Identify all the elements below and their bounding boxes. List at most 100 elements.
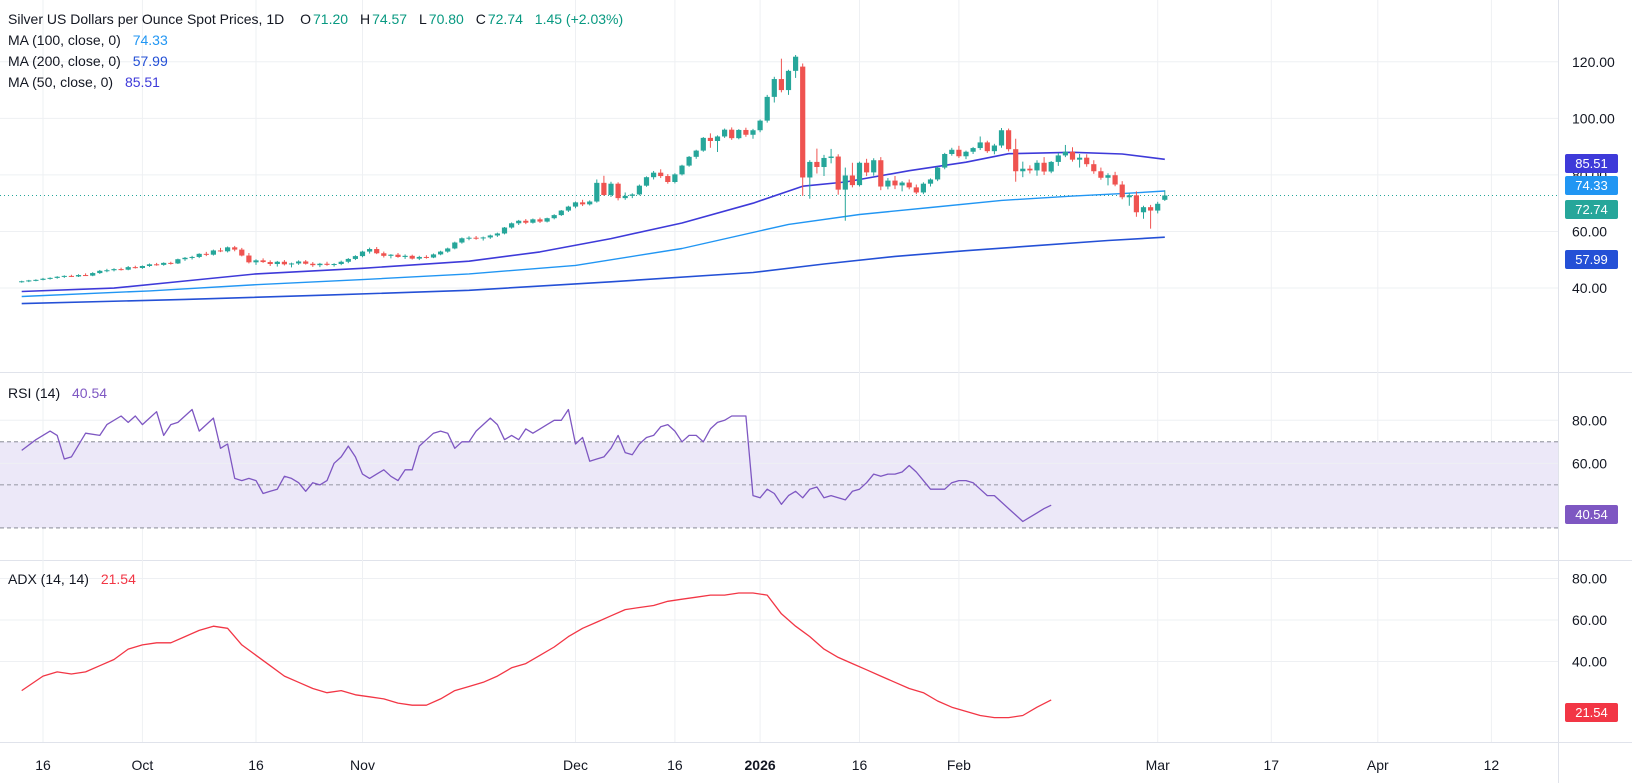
candle-body: [1155, 203, 1161, 211]
candle-body: [842, 175, 848, 190]
candle-body: [828, 156, 834, 158]
candle-body: [217, 250, 224, 252]
candle-body: [33, 279, 39, 281]
candle-body: [608, 183, 614, 196]
adx-line: [21, 592, 1052, 719]
candle-body: [1027, 168, 1033, 171]
candle-body: [651, 172, 657, 178]
x-tick-label: 17: [1264, 757, 1280, 773]
candle-body: [1162, 195, 1168, 200]
candle-body: [672, 174, 678, 182]
candle-body: [97, 270, 103, 274]
ma50-line: [21, 151, 1165, 293]
close-value: 72.74: [487, 11, 523, 27]
open-label: O: [300, 11, 311, 27]
candle-body: [225, 247, 231, 252]
candle-body: [878, 160, 884, 187]
candle-body: [693, 150, 699, 157]
candle-body: [310, 263, 316, 266]
legend-rsi: RSI (14) 40.54: [8, 385, 109, 401]
change-value: 1.45 (+2.03%): [534, 11, 624, 27]
legend-ma200: MA (200, close, 0) 57.99: [8, 53, 170, 69]
candle-body: [871, 160, 877, 173]
rsi-label: RSI (14): [8, 385, 61, 401]
candle-body: [764, 96, 770, 121]
y-tick-label: 60.00: [1572, 223, 1607, 239]
candle-body: [920, 183, 926, 193]
candle-body: [807, 161, 813, 178]
x-tick-label: 2026: [745, 757, 776, 773]
candle-body: [331, 264, 337, 266]
badge-ma100: 74.33: [1565, 176, 1618, 195]
candle-body: [594, 182, 600, 202]
candle-body: [182, 257, 188, 260]
candle-body: [849, 175, 855, 186]
candle-body: [544, 218, 550, 222]
candle-body: [274, 261, 280, 265]
candle-body: [516, 220, 522, 224]
candle-body: [416, 256, 422, 259]
candle-body: [452, 242, 458, 249]
candle-body: [565, 206, 571, 211]
candle-body: [1055, 155, 1061, 162]
legend-ma50: MA (50, close, 0) 85.51: [8, 74, 162, 90]
x-tick-label: Nov: [350, 757, 375, 773]
candle-body: [1062, 151, 1068, 156]
candle-body: [423, 256, 429, 258]
candle-body: [686, 156, 692, 166]
candle-body: [402, 255, 408, 257]
candle-body: [501, 227, 508, 234]
candle-body: [19, 281, 25, 283]
ma50-label: MA (50, close, 0): [8, 74, 114, 90]
candle-body: [615, 183, 621, 199]
candle-body: [509, 223, 515, 228]
y-tick-label: 60.00: [1572, 612, 1607, 628]
candle-body: [771, 79, 777, 97]
candle-body: [622, 195, 628, 199]
candle-body: [494, 233, 500, 236]
high-label: H: [359, 11, 371, 27]
candle-body: [636, 185, 642, 195]
candle-body: [161, 262, 167, 265]
y-tick-label: 40.00: [1572, 280, 1607, 296]
candle-body: [1041, 162, 1047, 172]
candle-body: [47, 277, 53, 279]
ma200-label: MA (200, close, 0): [8, 53, 121, 69]
candle-body: [1126, 195, 1132, 198]
ma200-value: 57.99: [132, 53, 168, 69]
candle-body: [175, 259, 181, 264]
candle-body: [288, 263, 295, 265]
candle-body: [643, 177, 650, 186]
y-tick-label: 80.00: [1572, 570, 1607, 586]
candle-body: [1148, 207, 1154, 211]
legend-ma100: MA (100, close, 0) 74.33: [8, 32, 170, 48]
candle-body: [998, 130, 1005, 146]
candle-body: [835, 156, 841, 190]
candle-body: [75, 275, 82, 277]
candle-body: [381, 253, 387, 256]
candle-body: [970, 148, 976, 152]
candle-body: [1119, 184, 1125, 198]
x-tick-label: Oct: [132, 757, 154, 773]
candle-body: [139, 266, 145, 268]
candle-body: [1006, 130, 1012, 150]
candle-body: [949, 149, 955, 154]
candle-body: [530, 219, 536, 223]
rsi-line: [21, 408, 1052, 523]
candle-body: [118, 269, 124, 271]
candle-body: [296, 261, 302, 264]
candle-body: [899, 182, 905, 186]
candle-body: [104, 270, 110, 272]
candle-body: [324, 263, 330, 265]
candle-body: [480, 237, 486, 239]
y-tick-label: 120.00: [1572, 54, 1615, 70]
candle-body: [374, 249, 380, 254]
candle-body: [459, 238, 465, 243]
candle-body: [736, 129, 742, 139]
candle-body: [359, 251, 366, 257]
candle-body: [83, 275, 89, 277]
y-tick-label: 40.00: [1572, 654, 1607, 670]
y-tick-label: 60.00: [1572, 455, 1607, 471]
candle-body: [956, 149, 962, 157]
x-tick-label: 12: [1484, 757, 1500, 773]
